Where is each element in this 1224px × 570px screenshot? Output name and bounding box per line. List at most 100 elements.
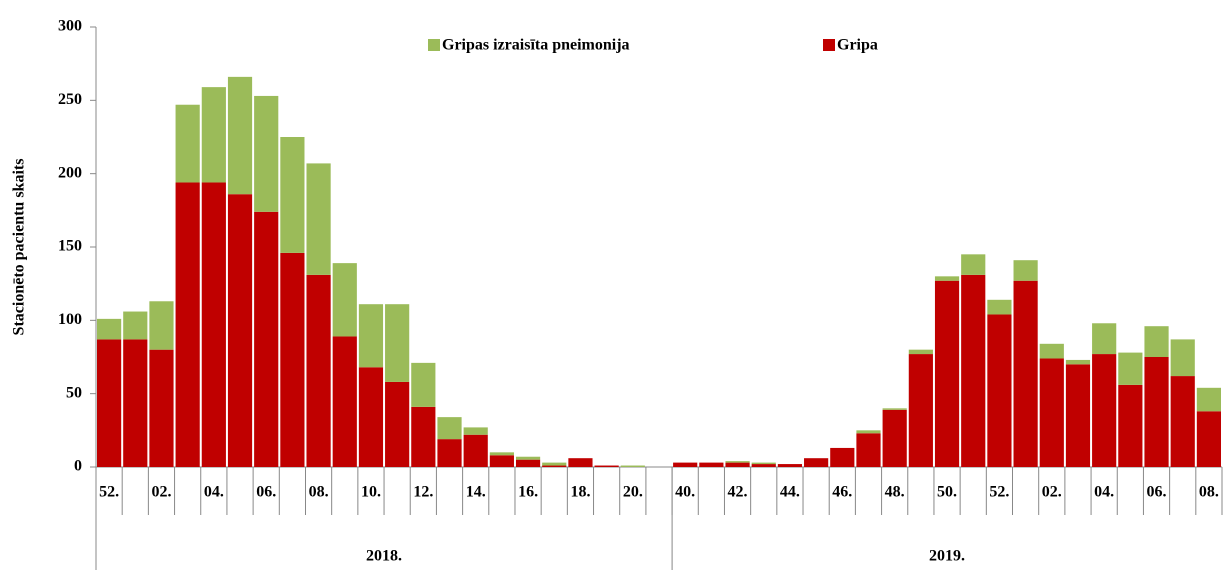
x-tick-label: 12. [413, 484, 433, 501]
bar-segment [280, 252, 305, 467]
y-tick-label: 250 [58, 91, 82, 108]
x-tick-label: 08. [309, 484, 329, 501]
x-tick-label: 40. [675, 484, 695, 501]
x-tick-label: 10. [361, 484, 381, 501]
x-tick-label: 42. [728, 484, 748, 501]
bar-segment [1039, 343, 1064, 359]
bar-segment [908, 349, 933, 355]
bar-segment [254, 95, 279, 212]
x-tick-label: 06. [1147, 484, 1167, 501]
bar-segment [542, 462, 567, 466]
bar-segment [1065, 359, 1091, 365]
y-tick-label: 150 [58, 238, 82, 255]
x-tick-label: 20. [623, 484, 643, 501]
x-tick-label: 50. [937, 484, 957, 501]
bar-segment [227, 194, 253, 467]
bar-segment [1013, 280, 1038, 467]
bar-segment [385, 381, 410, 467]
bar-segment [280, 137, 305, 253]
bar-segment [830, 447, 855, 467]
legend-label: Gripa [837, 37, 878, 54]
bar-segment [332, 336, 357, 467]
bar-segment [908, 354, 933, 467]
bar-segment [987, 299, 1012, 315]
bar-segment [306, 163, 331, 275]
x-tick-label: 44. [780, 484, 800, 501]
bar-segment [411, 362, 436, 407]
bar-segment [201, 87, 226, 183]
bar-segment [751, 462, 776, 465]
x-tick-label: 06. [256, 484, 276, 501]
bar-segment [489, 455, 514, 467]
bar-segment [149, 349, 174, 467]
bar-segment [254, 211, 279, 467]
x-tick-label: 02. [151, 484, 171, 501]
bar-segment [1039, 358, 1064, 467]
bar-segment [961, 274, 986, 467]
bar-segment [437, 417, 462, 440]
bar-segment [1144, 357, 1169, 467]
legend-swatch [823, 39, 835, 51]
x-tick-label: 52. [989, 484, 1009, 501]
bar-segment [97, 318, 122, 340]
x-tick-label: 46. [832, 484, 852, 501]
bar-segment [463, 427, 488, 435]
bar-segment [542, 465, 567, 467]
bar-segment [673, 462, 698, 467]
bar-segment [306, 274, 331, 467]
bar-segment [1092, 354, 1117, 467]
bar-segment [725, 461, 750, 463]
y-tick-label: 200 [58, 164, 82, 181]
bar-segment [699, 462, 724, 467]
bar-segment [751, 464, 776, 467]
bar-segment [882, 409, 907, 467]
bar-segment [1144, 326, 1169, 357]
bar-segment [175, 182, 200, 467]
bar-segment [725, 462, 750, 467]
x-tick-label: 16. [518, 484, 538, 501]
bar-segment [358, 304, 384, 368]
x-tick-label: 04. [204, 484, 224, 501]
bar-segment [123, 311, 148, 340]
y-tick-label: 50 [66, 384, 82, 401]
bar-segment [804, 458, 829, 467]
group-label: 2019. [929, 548, 965, 565]
bar-segment [620, 465, 645, 467]
group-label: 2018. [366, 548, 402, 565]
bar-segment [332, 263, 357, 337]
bar-segment [1013, 260, 1038, 281]
y-tick-label: 100 [58, 311, 82, 328]
bar-segment [856, 430, 881, 434]
x-tick-label: 08. [1199, 484, 1219, 501]
x-tick-label: 52. [99, 484, 119, 501]
bar-segment [777, 464, 803, 467]
y-tick-label: 0 [74, 458, 82, 475]
bar-segment [385, 304, 410, 382]
bar-segment [489, 452, 514, 456]
bar-segment [934, 280, 960, 467]
bar-segment [463, 434, 488, 467]
x-tick-label: 48. [885, 484, 905, 501]
bar-segment [1065, 364, 1091, 467]
bar-segment [123, 339, 148, 467]
bar-segment [515, 456, 541, 460]
bar-segment [411, 406, 436, 467]
bar-segment [934, 276, 960, 281]
x-tick-label: 02. [1042, 484, 1062, 501]
bar-segment [97, 339, 122, 467]
bar-segment [856, 433, 881, 467]
bar-segment [201, 182, 226, 467]
bar-segment [437, 439, 462, 467]
bar-segment [1092, 323, 1117, 355]
bar-segment [594, 465, 619, 467]
bar-segment [515, 459, 541, 467]
bar-segment [882, 408, 907, 410]
bar-segment [1118, 352, 1143, 385]
x-tick-label: 18. [570, 484, 590, 501]
bar-segment [1118, 384, 1143, 467]
bar-segment [568, 458, 593, 467]
bar-segment [1170, 376, 1195, 467]
bar-segment [1196, 411, 1221, 467]
bar-segment [1170, 339, 1195, 377]
